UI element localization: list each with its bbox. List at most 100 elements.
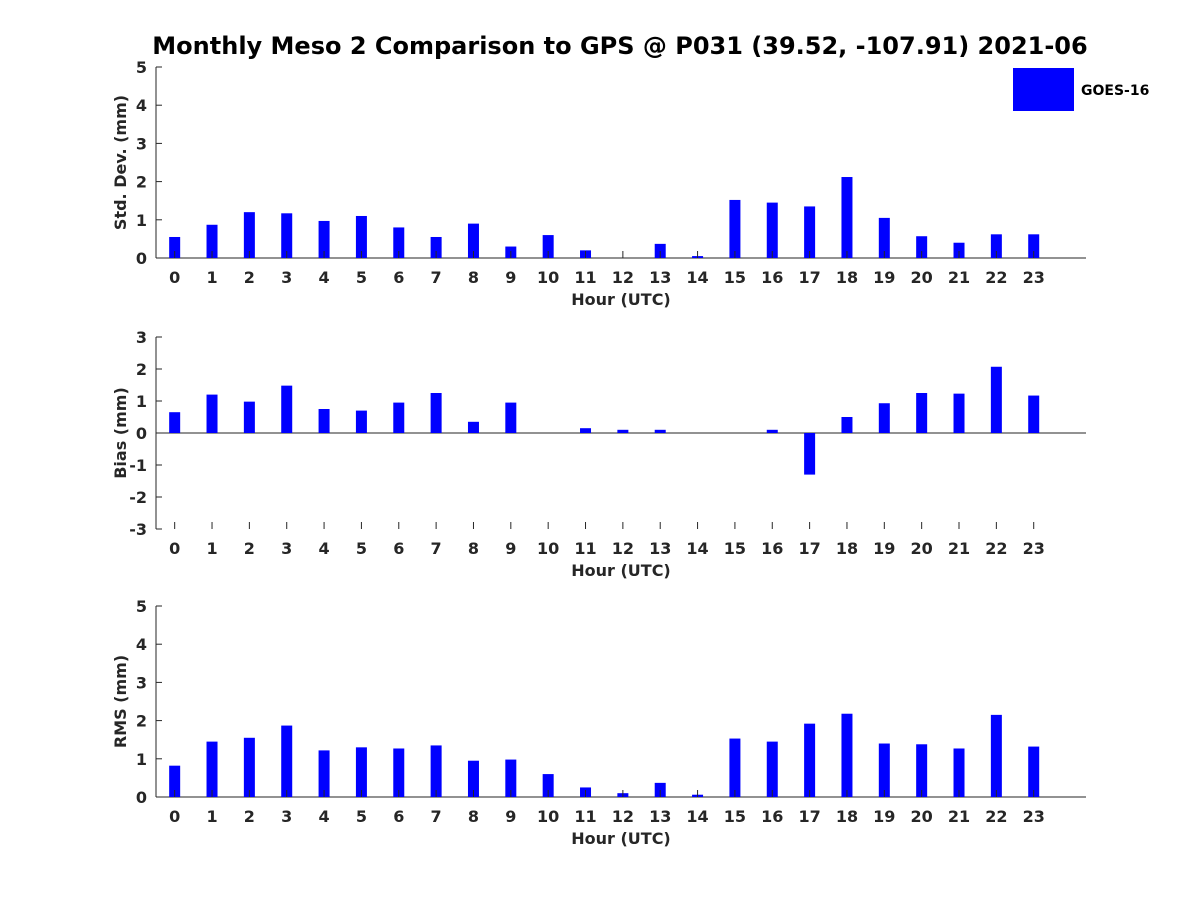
bar-hour-16 <box>766 741 778 797</box>
y-axis-label: RMS (mm) <box>111 655 130 748</box>
x-tick-label: 23 <box>1023 807 1045 826</box>
bar-hour-21 <box>953 242 965 258</box>
y-tick-label: -3 <box>129 520 147 539</box>
bar-hour-6 <box>393 748 405 797</box>
x-tick-label: 15 <box>724 807 746 826</box>
bar-hour-23 <box>1028 395 1040 433</box>
bar-hour-16 <box>766 429 778 433</box>
x-tick-label: 19 <box>873 268 895 287</box>
bar-hour-19 <box>878 743 890 797</box>
bar-hour-0 <box>169 236 181 258</box>
bar-hour-11 <box>580 428 592 433</box>
bar-hour-13 <box>654 243 666 258</box>
bar-hour-2 <box>243 737 255 797</box>
x-tick-label: 1 <box>206 807 217 826</box>
bar-hour-8 <box>467 760 479 797</box>
y-tick-label: 1 <box>136 750 147 769</box>
x-tick-label: 8 <box>468 807 479 826</box>
bar-hour-1 <box>206 224 218 258</box>
x-tick-label: 17 <box>798 807 820 826</box>
x-tick-label: 14 <box>686 807 708 826</box>
x-tick-label: 2 <box>244 539 255 558</box>
x-tick-label: 22 <box>985 268 1007 287</box>
x-tick-label: 7 <box>431 539 442 558</box>
x-tick-label: 19 <box>873 539 895 558</box>
y-tick-label: -1 <box>129 456 147 475</box>
x-tick-label: 1 <box>206 268 217 287</box>
bar-hour-2 <box>243 401 255 433</box>
x-tick-label: 1 <box>206 539 217 558</box>
x-tick-label: 13 <box>649 539 671 558</box>
x-tick-label: 23 <box>1023 268 1045 287</box>
x-tick-label: 16 <box>761 268 783 287</box>
x-tick-label: 2 <box>244 268 255 287</box>
bar-hour-9 <box>505 759 517 797</box>
x-tick-label: 14 <box>686 539 708 558</box>
x-tick-label: 8 <box>468 268 479 287</box>
x-axis-label: Hour (UTC) <box>571 290 671 309</box>
x-tick-label: 20 <box>911 539 933 558</box>
x-tick-label: 8 <box>468 539 479 558</box>
bar-hour-21 <box>953 748 965 797</box>
x-tick-label: 13 <box>649 807 671 826</box>
x-tick-label: 0 <box>169 268 180 287</box>
y-axis-label: Std. Dev. (mm) <box>111 95 130 230</box>
x-tick-label: 21 <box>948 268 970 287</box>
x-tick-label: 4 <box>319 268 330 287</box>
bar-hour-2 <box>243 212 255 258</box>
bar-hour-20 <box>916 744 928 797</box>
x-tick-label: 0 <box>169 539 180 558</box>
bar-hour-3 <box>281 725 293 797</box>
x-tick-label: 6 <box>393 807 404 826</box>
bar-hour-17 <box>804 433 816 475</box>
y-tick-label: 1 <box>136 211 147 230</box>
x-tick-label: 18 <box>836 539 858 558</box>
x-tick-label: 3 <box>281 268 292 287</box>
bar-hour-21 <box>953 393 965 433</box>
bar-hour-10 <box>542 235 554 258</box>
x-tick-label: 12 <box>612 807 634 826</box>
x-tick-label: 17 <box>798 268 820 287</box>
bar-hour-0 <box>169 412 181 433</box>
bar-hour-15 <box>729 199 741 258</box>
bar-hour-4 <box>318 750 330 797</box>
x-tick-label: 4 <box>319 539 330 558</box>
bar-hour-5 <box>355 410 367 433</box>
x-tick-label: 2 <box>244 807 255 826</box>
bar-hour-18 <box>841 417 853 433</box>
y-tick-label: 3 <box>136 328 147 347</box>
x-tick-label: 6 <box>393 268 404 287</box>
x-tick-label: 10 <box>537 807 559 826</box>
legend-swatch <box>1013 68 1074 111</box>
x-tick-label: 7 <box>431 807 442 826</box>
bar-hour-5 <box>355 215 367 258</box>
x-tick-label: 10 <box>537 268 559 287</box>
x-tick-label: 5 <box>356 268 367 287</box>
x-tick-label: 15 <box>724 268 746 287</box>
x-tick-label: 10 <box>537 539 559 558</box>
x-tick-label: 3 <box>281 539 292 558</box>
x-tick-label: 5 <box>356 807 367 826</box>
y-tick-label: 3 <box>136 673 147 692</box>
x-tick-label: 21 <box>948 539 970 558</box>
bar-hour-3 <box>281 385 293 433</box>
bar-hour-20 <box>916 393 928 433</box>
legend: GOES-16 <box>1013 68 1149 111</box>
y-tick-label: 2 <box>136 712 147 731</box>
y-tick-label: 0 <box>136 424 147 443</box>
x-tick-label: 9 <box>505 539 516 558</box>
x-tick-label: 11 <box>574 539 596 558</box>
x-tick-label: 15 <box>724 539 746 558</box>
bar-hour-4 <box>318 220 330 258</box>
bar-hour-22 <box>990 366 1002 433</box>
x-tick-label: 20 <box>911 268 933 287</box>
x-tick-label: 21 <box>948 807 970 826</box>
x-tick-label: 0 <box>169 807 180 826</box>
y-tick-label: 2 <box>136 173 147 192</box>
y-tick-label: 4 <box>136 635 147 654</box>
bar-hour-6 <box>393 402 405 433</box>
bar-hour-19 <box>878 217 890 258</box>
bar-hour-1 <box>206 394 218 433</box>
